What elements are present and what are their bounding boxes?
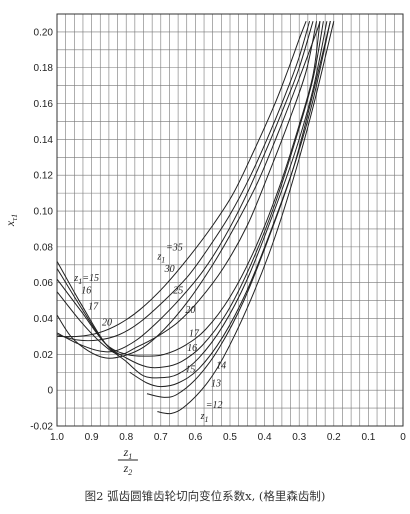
curve-label: 16 [187, 343, 197, 354]
x-tick-label: 0.3 [292, 432, 306, 443]
curve-label: =12 [206, 400, 223, 411]
x-tick-label: 0.5 [223, 432, 237, 443]
series-line-z1-14 [129, 21, 331, 388]
x-tick-label: 0.4 [258, 432, 272, 443]
curve-label-z1: z1 [156, 251, 165, 264]
series-line-z1-25 [57, 21, 314, 353]
x-tick-label: 0 [400, 432, 406, 443]
series-line-z1-20 [57, 21, 317, 355]
y-tick-label: 0 [47, 386, 53, 397]
curve-label-left: 20 [102, 318, 112, 329]
y-tick-label: -0.02 [30, 422, 53, 433]
y-tick-label: 0.06 [34, 278, 54, 289]
x-tick-label: 0.8 [119, 432, 133, 443]
x-axis-title-numerator: z1 [123, 445, 133, 461]
curve-label: 14 [216, 361, 226, 372]
y-tick-label: 0.12 [34, 171, 54, 182]
curve-label: =35 [166, 242, 183, 253]
series-line-z1-30 [57, 21, 311, 342]
curve-label: 15 [185, 364, 195, 375]
curve-label: 17 [189, 328, 200, 339]
x-tick-label: 0.9 [85, 432, 99, 443]
x-tick-label: 0.2 [327, 432, 341, 443]
y-tick-label: 0.04 [34, 314, 54, 325]
x-tick-label: 0.7 [154, 432, 168, 443]
x-axis-title-denominator: z2 [123, 461, 133, 477]
series-line-z1-12 [157, 21, 335, 415]
y-tick-label: 0.18 [34, 63, 54, 74]
series-line-z1-17 [57, 21, 321, 357]
y-tick-label: 0.08 [34, 242, 54, 253]
curve-label-left: 17 [88, 302, 99, 313]
axes: 1.0 0.9 0.8 0.7 0.6 0.5 0.4 0.3 0.2 0.1 0-0.0200.0… [3, 13, 406, 477]
series-line-z1-13 [146, 21, 331, 398]
y-tick-label: 0.20 [34, 27, 54, 38]
curve-label: 20 [185, 305, 195, 316]
x-tick-label: 1.0 [50, 432, 64, 443]
curve-label: 13 [211, 379, 221, 390]
y-tick-label: 0.14 [34, 135, 54, 146]
curve-label: 25 [173, 285, 183, 296]
x-tick-label: 0.1 [361, 432, 375, 443]
curve-label-z1: z1 [200, 411, 209, 424]
grid [56, 13, 404, 427]
y-tick-label: 0.10 [34, 207, 54, 218]
y-axis-title: xτ1 [3, 214, 19, 227]
y-tick-label: 0.16 [34, 99, 54, 110]
y-tick-label: 0.02 [34, 350, 54, 361]
series-line-z1- [57, 21, 321, 359]
x-tick-label: 0.6 [188, 432, 202, 443]
curve-label-z1: z1=15 [73, 273, 99, 286]
figure-caption: 图2 弧齿圆锥齿轮切向变位系数x, (格里森齿制) [84, 489, 326, 503]
plot-frame [56, 13, 404, 427]
curve-label-left: 16 [81, 285, 91, 296]
series-layer [57, 20, 335, 415]
series-line-z1-35 [57, 20, 307, 338]
curve-label: 30 [164, 264, 175, 275]
